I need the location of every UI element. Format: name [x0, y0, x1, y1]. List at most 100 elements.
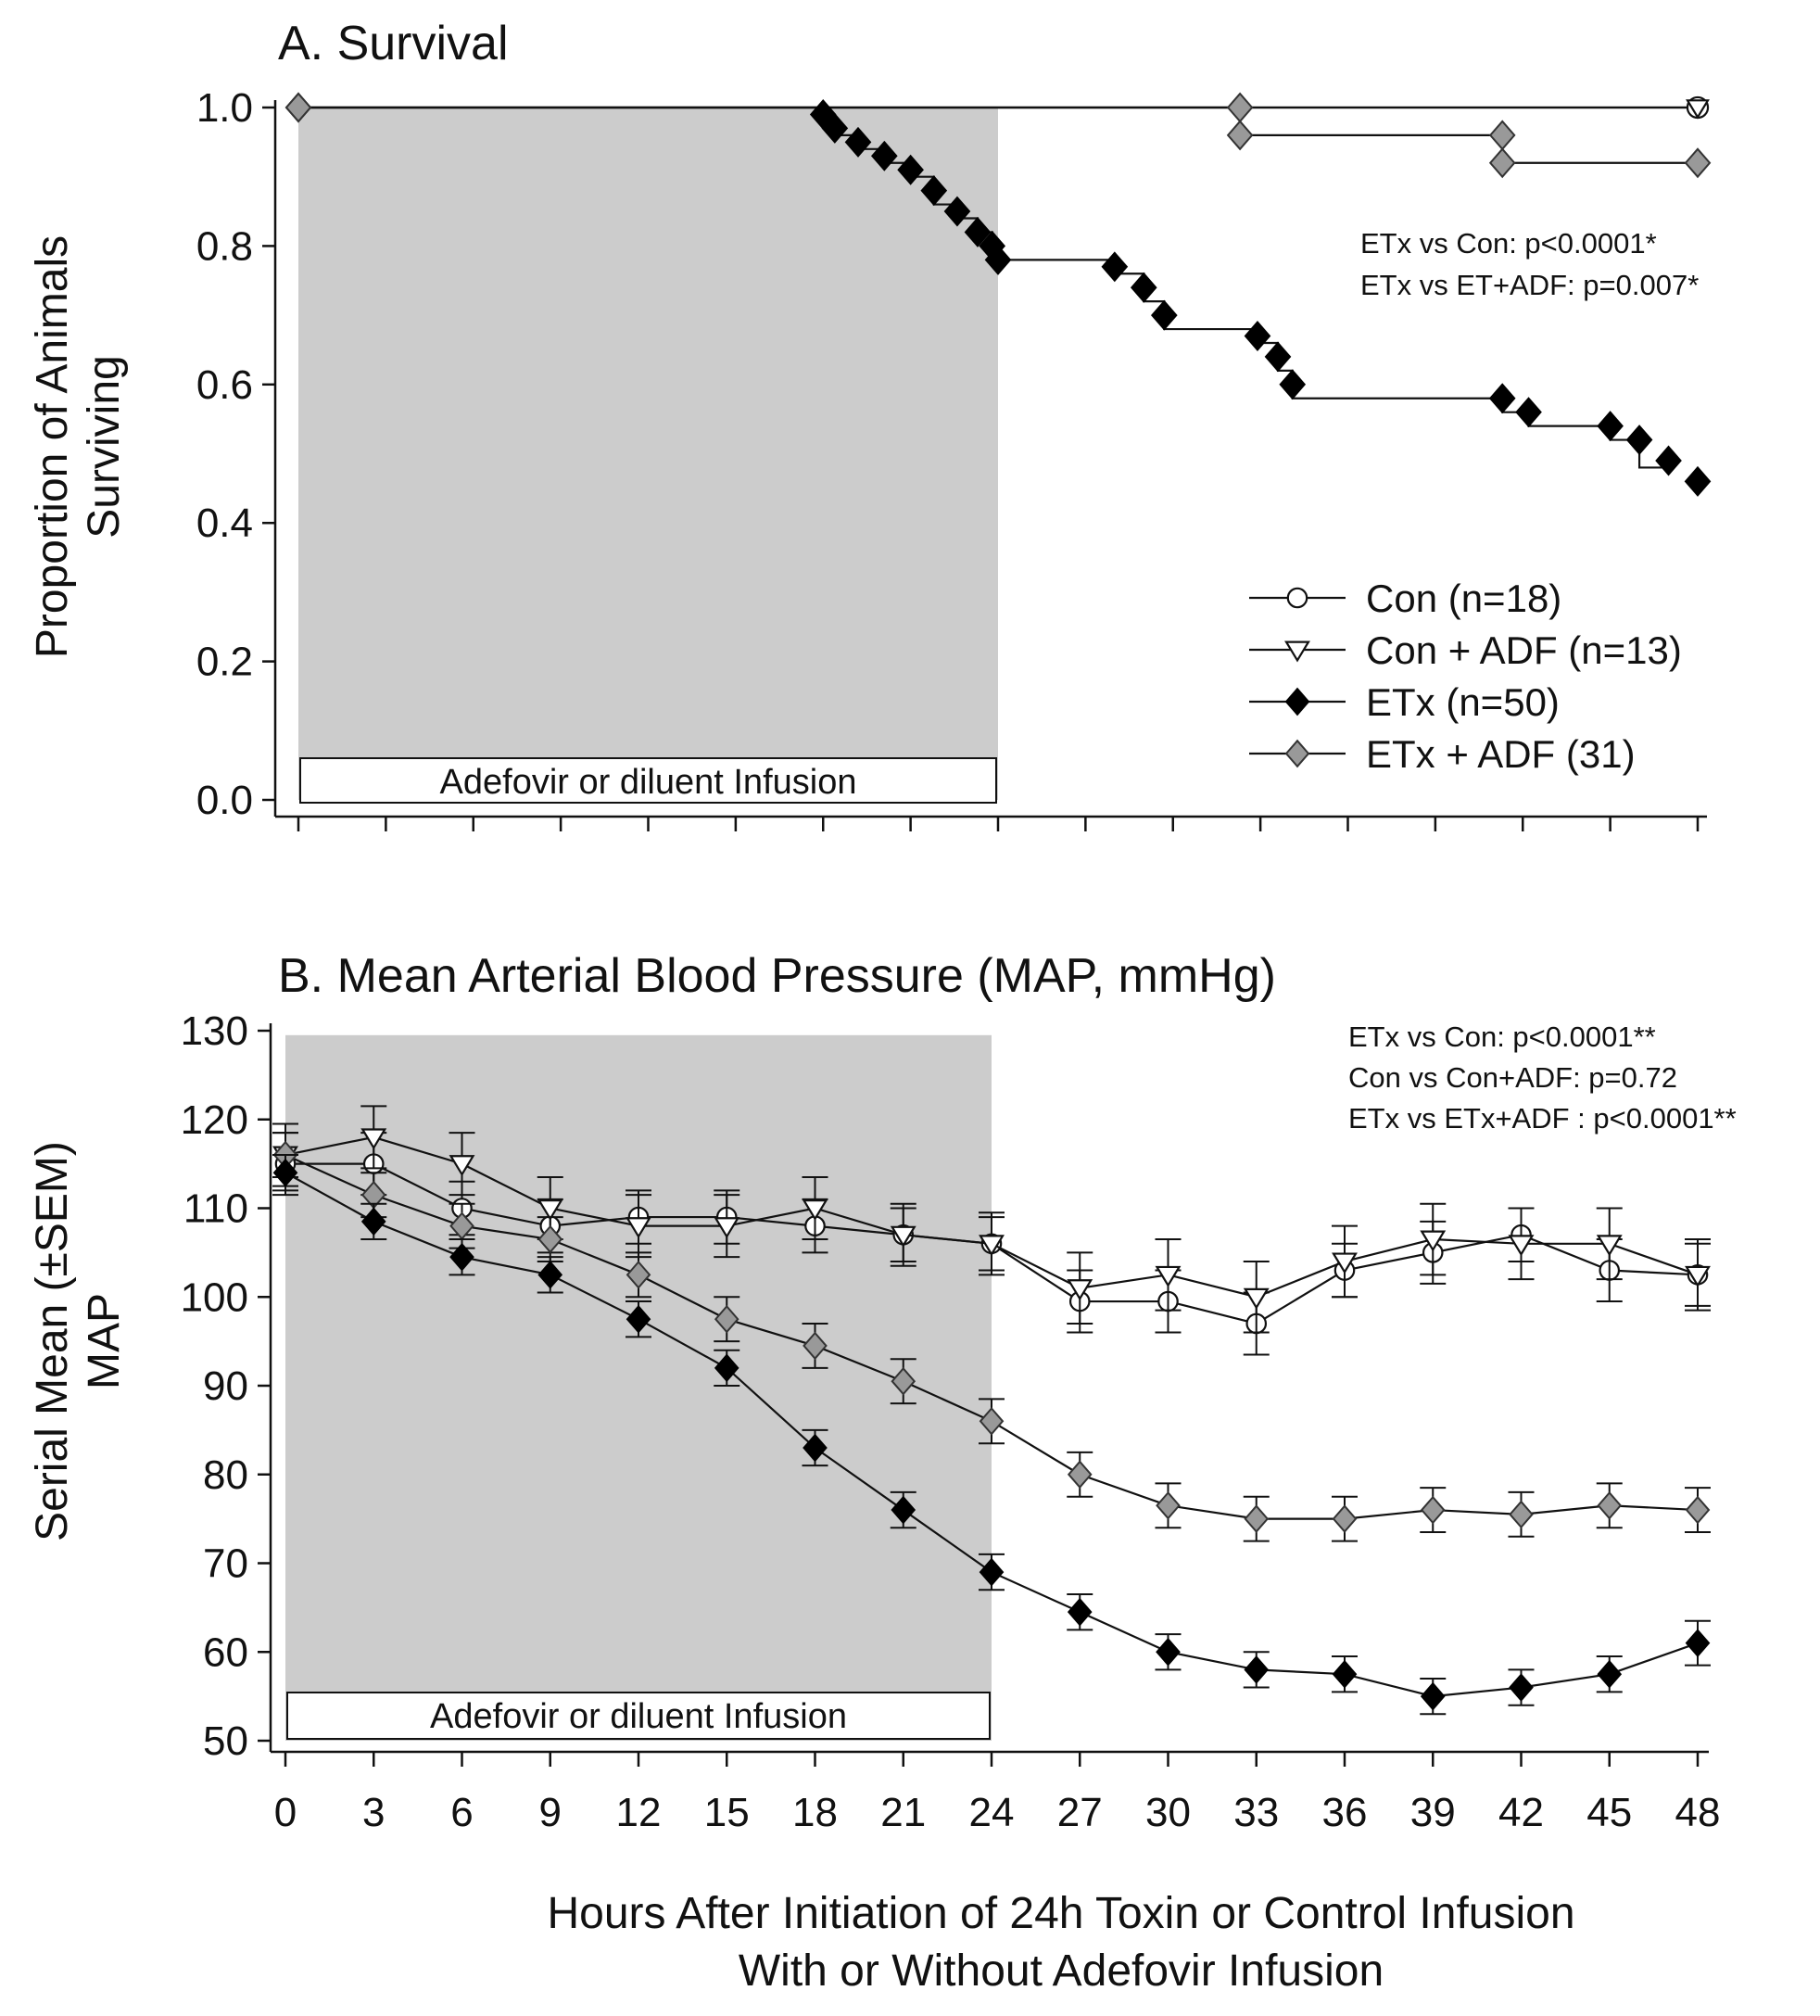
survival-x-ticks	[297, 817, 1700, 831]
survival-point	[1684, 465, 1712, 497]
map-y-tick-label: 80	[203, 1452, 248, 1498]
legend-label-etx-adf: ETx + ADF (31)	[1366, 732, 1636, 776]
survival-line-4	[298, 106, 1698, 164]
map-point	[626, 1304, 651, 1334]
survival-point	[1625, 425, 1653, 456]
map-stats-annotation: ETx vs Con: p<0.0001** Con vs Con+ADF: p…	[1348, 1021, 1737, 1135]
map-point	[1067, 1279, 1093, 1301]
map-point	[714, 1304, 739, 1334]
map-point	[1067, 1460, 1093, 1490]
map-point	[714, 1353, 739, 1383]
map-y-axis-label-line1: Serial Mean (±SEM)	[28, 1141, 77, 1541]
map-stat-line-1: ETx vs Con: p<0.0001**	[1348, 1021, 1656, 1053]
survival-point	[821, 112, 849, 144]
survival-series	[284, 92, 1712, 497]
survival-y-tick-label: 0.6	[196, 362, 253, 408]
map-point	[360, 1207, 386, 1236]
map-x-tick-label: 0	[274, 1790, 297, 1835]
map-point	[1685, 1629, 1711, 1657]
map-x-tick-label: 3	[362, 1790, 385, 1835]
survival-stats-annotation: ETx vs Con: p<0.0001* ETx vs ET+ADF: p=0…	[1360, 227, 1699, 301]
map-stat-line-3: ETx vs ETx+ADF : p<0.0001**	[1348, 1102, 1737, 1135]
map-point	[1156, 1490, 1181, 1520]
map-x-tick-label: 27	[1057, 1790, 1103, 1835]
map-point	[626, 1260, 651, 1289]
map-point	[1243, 1287, 1270, 1310]
map-point	[449, 1242, 474, 1272]
legend-marker-3	[1284, 687, 1310, 716]
survival-point	[1264, 341, 1292, 373]
map-point	[890, 1225, 916, 1248]
survival-point	[870, 140, 898, 171]
map-x-tick-label: 45	[1586, 1790, 1632, 1835]
survival-point	[1684, 147, 1712, 179]
legend-label-con-adf: Con + ADF (n=13)	[1366, 628, 1682, 672]
survival-point	[920, 175, 948, 207]
survival-point	[1488, 147, 1516, 179]
survival-point	[1686, 99, 1710, 120]
map-series-etx	[272, 1154, 1711, 1716]
map-point	[360, 1128, 387, 1150]
map-point	[803, 1331, 828, 1361]
survival-panel: A. Survival Adefovir or diluent Infusion…	[28, 17, 1712, 831]
map-series	[272, 1105, 1711, 1716]
map-point	[626, 1217, 651, 1239]
map-point	[1420, 1230, 1447, 1252]
map-x-axis-label: Hours After Initiation of 24h Toxin or C…	[547, 1889, 1574, 1996]
map-point	[272, 1158, 298, 1187]
survival-point	[1597, 411, 1624, 442]
survival-y-axis-label-line1: Proportion of Animals	[28, 235, 77, 658]
map-point	[803, 1433, 828, 1463]
map-infusion-label: Adefovir or diluent Infusion	[430, 1697, 847, 1736]
map-stat-line-2: Con vs Con+ADF: p=0.72	[1348, 1061, 1677, 1094]
map-point	[449, 1155, 475, 1177]
map-x-ticks: 0 3 6 9 12 15 18 21 24 27 30 33 36 39 42 45 48	[274, 1752, 1721, 1835]
map-y-tick-label: 70	[203, 1541, 248, 1587]
legend-marker-1	[1286, 587, 1308, 609]
map-point	[1332, 1659, 1358, 1689]
survival-point	[897, 154, 924, 185]
map-shaded-infusion-region	[285, 1034, 992, 1741]
survival-point	[284, 92, 312, 123]
map-panel: B. Mean Arterial Blood Pressure (MAP, mm…	[28, 949, 1737, 1996]
legend-marker-2	[1284, 640, 1310, 663]
map-point	[1596, 1235, 1623, 1257]
map-point	[1244, 1504, 1270, 1533]
map-x-tick-label: 30	[1145, 1790, 1191, 1835]
survival-point	[943, 196, 971, 227]
map-point	[714, 1217, 740, 1239]
map-x-axis-label-line1: Hours After Initiation of 24h Toxin or C…	[547, 1889, 1574, 1938]
map-point	[802, 1198, 828, 1222]
map-point	[1067, 1597, 1093, 1627]
map-point	[1685, 1265, 1711, 1287]
map-point	[1597, 1490, 1623, 1520]
map-point	[1156, 1637, 1181, 1667]
survival-panel-title: A. Survival	[278, 17, 509, 70]
survival-point	[1150, 299, 1178, 331]
map-x-tick-label: 36	[1322, 1790, 1368, 1835]
map-point	[537, 1260, 563, 1289]
survival-shaded-infusion-region	[298, 108, 998, 800]
map-y-axis-label: Serial Mean (±SEM) MAP	[28, 1141, 129, 1541]
map-point	[979, 1235, 1005, 1257]
map-y-tick-label: 90	[203, 1363, 248, 1409]
survival-y-ticks: 0.0 0.2 0.4 0.6 0.8 1.0	[196, 85, 275, 823]
legend-marker-4	[1284, 739, 1310, 768]
map-point	[537, 1224, 563, 1254]
map-x-tick-label: 39	[1410, 1790, 1456, 1835]
map-point	[537, 1198, 563, 1222]
map-x-axis-label-line2: With or Without Adefovir Infusion	[739, 1946, 1384, 1996]
map-x-tick-label: 12	[616, 1790, 662, 1835]
map-x-tick-label: 48	[1675, 1790, 1721, 1835]
map-point	[1420, 1495, 1446, 1525]
map-x-tick-label: 9	[539, 1790, 562, 1835]
survival-point	[1655, 445, 1682, 476]
map-x-tick-label: 15	[704, 1790, 750, 1835]
survival-y-tick-label: 1.0	[196, 85, 253, 131]
map-point	[1155, 1265, 1182, 1287]
survival-point	[964, 216, 992, 247]
map-point	[979, 1406, 1005, 1436]
survival-y-axis-label: Proportion of Animals Surviving	[28, 235, 129, 658]
survival-infusion-label: Adefovir or diluent Infusion	[440, 763, 857, 802]
map-series-con-adf	[272, 1105, 1711, 1334]
